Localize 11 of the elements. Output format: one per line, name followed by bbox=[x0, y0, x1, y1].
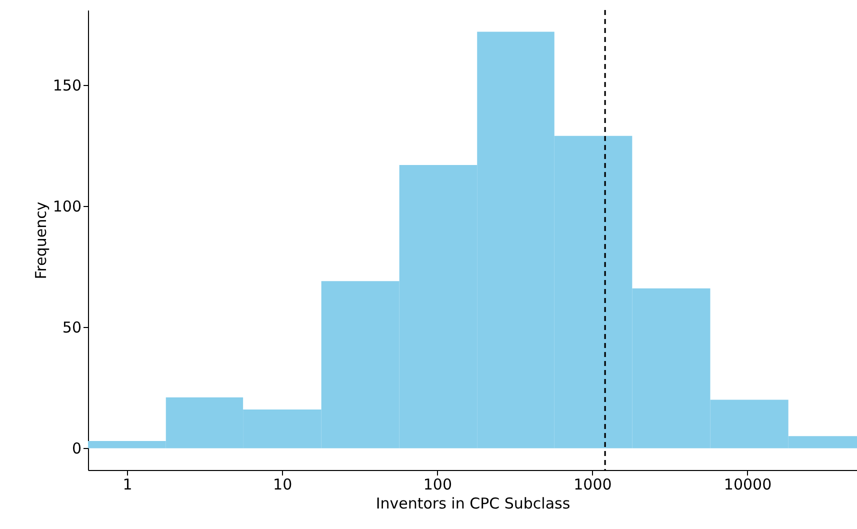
x-tick-label: 10000 bbox=[724, 476, 772, 494]
x-tick-label: 1 bbox=[122, 476, 132, 494]
y-tick-label: 0 bbox=[72, 440, 82, 458]
y-tick-label: 50 bbox=[62, 318, 82, 337]
x-tick-label: 10 bbox=[273, 476, 292, 494]
y-tick-label: 150 bbox=[52, 76, 82, 95]
x-tick-label: 1000 bbox=[574, 476, 612, 494]
y-tick-label: 100 bbox=[52, 198, 82, 216]
x-axis-title: Inventors in CPC Subclass bbox=[376, 494, 570, 512]
x-tick-label: 100 bbox=[423, 476, 452, 494]
y-axis-title: Frequency bbox=[32, 202, 50, 280]
